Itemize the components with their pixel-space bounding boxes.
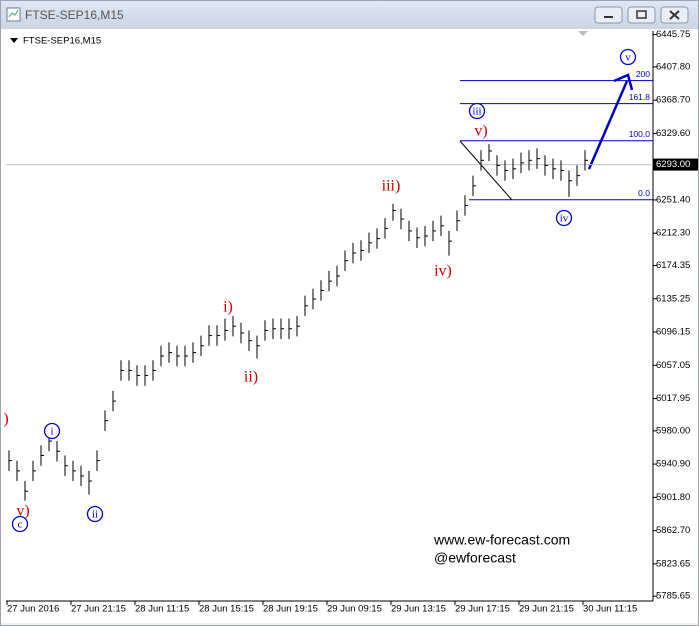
y-tick-label: 6212.30 <box>656 228 690 239</box>
y-tick-label: 6368.70 <box>656 95 690 106</box>
wave-label: ) <box>3 411 8 428</box>
wave-label: iii <box>472 106 481 118</box>
wave-circle <box>468 102 486 120</box>
y-tick-label: 5901.80 <box>656 492 690 503</box>
wave-circle <box>555 209 573 227</box>
minimize[interactable] <box>594 6 623 24</box>
title-icons <box>6 6 689 24</box>
symbol-marker <box>10 38 18 43</box>
y-tick-label: 5862.70 <box>656 525 690 536</box>
fib-label: 161.8 <box>629 92 651 102</box>
x-tick-label: 29 Jun 13:15 <box>391 604 446 615</box>
y-tick-label: 5940.90 <box>656 459 690 470</box>
y-tick-label: 5785.65 <box>656 591 690 602</box>
chart: FTSE-SEP16,M15 6445.75 6407.80 6368.70 6329… <box>1 29 698 623</box>
wave-circle <box>619 48 637 66</box>
window-title: FTSE-SEP16,M15 <box>25 8 124 22</box>
channel-line <box>459 140 513 201</box>
wave-label: v) <box>474 123 487 140</box>
wave-label: i) <box>223 299 233 316</box>
x-tick-label: 27 Jun 2016 <box>7 604 59 615</box>
x-tick-label: 29 Jun 17:15 <box>455 604 510 615</box>
current-price-box <box>653 158 698 171</box>
x-tick-label: 29 Jun 21:15 <box>519 604 574 615</box>
y-tick-label: 6174.35 <box>656 260 690 271</box>
arrow-head <box>613 73 634 91</box>
watermark: www.ew-forecast.com <box>433 532 570 548</box>
x-tick-label: 27 Jun 21:15 <box>71 604 126 615</box>
wave-label: v <box>625 52 631 64</box>
fib-label: 100.0 <box>629 129 651 139</box>
fib-label: 200 <box>636 69 650 79</box>
watermark: @ewforecast <box>434 550 516 566</box>
shift-marker <box>578 31 588 36</box>
wave-circle <box>11 515 29 533</box>
wave-label: iv) <box>434 263 452 280</box>
x-tick-label: 28 Jun 15:15 <box>199 604 254 615</box>
x-tick-label: 28 Jun 11:15 <box>135 604 189 615</box>
x-tick-label: 30 Jun 11:15 <box>583 604 637 615</box>
maximize[interactable] <box>627 6 656 24</box>
y-tick-label: 6329.60 <box>656 128 690 139</box>
wave-label: v) <box>16 503 29 520</box>
fib-label: 0.0 <box>638 188 650 198</box>
y-tick-label: 6096.15 <box>656 327 690 338</box>
wave-label: iii) <box>382 178 401 195</box>
wave-label: iv <box>560 213 569 225</box>
y-tick-label: 6135.25 <box>656 293 690 304</box>
y-tick-label: 5823.65 <box>656 558 690 569</box>
wave-circle <box>43 422 61 440</box>
title-bar: FTSE-SEP16,M15 <box>1 1 698 29</box>
y-tick-label: 6251.40 <box>656 194 690 205</box>
wave-label: ii) <box>244 369 258 386</box>
wave-label: i <box>50 426 53 438</box>
y-tick-label: 5980.00 <box>656 425 690 436</box>
x-tick-label: 29 Jun 09:15 <box>327 604 382 615</box>
y-tick-label: 6057.05 <box>656 360 690 371</box>
y-tick-label: 6445.75 <box>656 29 690 40</box>
y-tick-label: 6407.80 <box>656 61 690 72</box>
x-tick-label: 28 Jun 19:15 <box>263 604 318 615</box>
current-price-label: 6293.00 <box>656 159 690 170</box>
projection-arrow <box>587 80 629 170</box>
y-tick-label: 6017.95 <box>656 393 690 404</box>
wave-circle <box>86 505 104 523</box>
wave-label: ii <box>92 509 98 521</box>
chart-title: FTSE-SEP16,M15 <box>23 36 101 47</box>
wave-label: c <box>18 519 23 531</box>
